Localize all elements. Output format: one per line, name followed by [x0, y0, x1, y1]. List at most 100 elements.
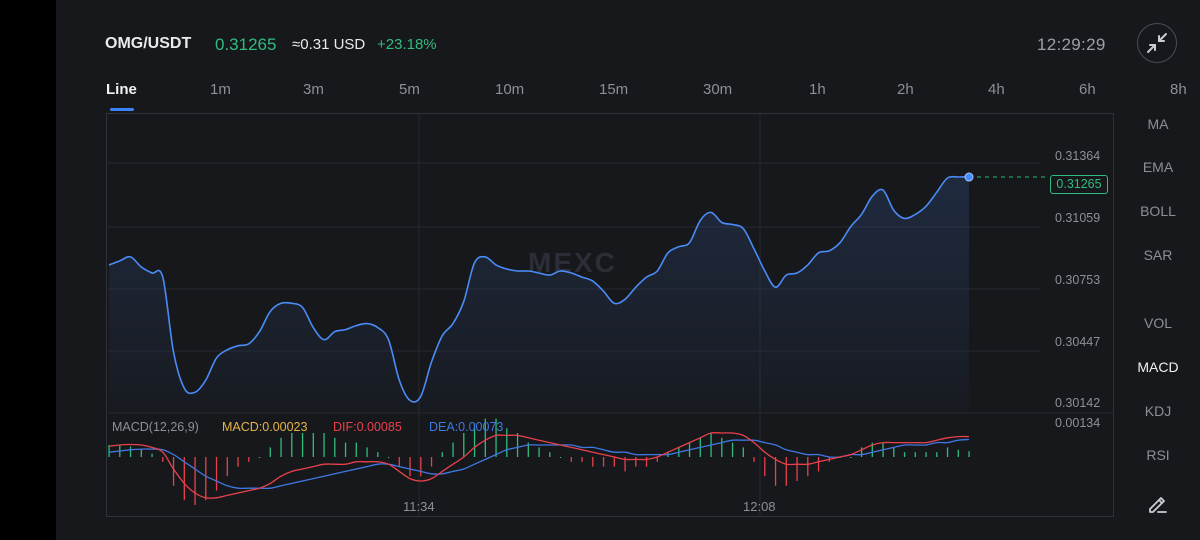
macd-histogram-bar: [387, 457, 390, 458]
collapse-button[interactable]: [1137, 23, 1177, 63]
macd-histogram-bar: [742, 447, 744, 457]
macd-histogram-bar: [151, 453, 153, 457]
macd-histogram-bar: [731, 442, 734, 457]
indicator-macd[interactable]: MACD: [1137, 359, 1179, 375]
tab-10m[interactable]: 10m: [495, 81, 525, 98]
tab-6h[interactable]: 6h: [1079, 81, 1096, 98]
indicator-ema[interactable]: EMA: [1142, 159, 1174, 175]
macd-histogram-bar: [645, 457, 648, 467]
macd-histogram-bar: [344, 442, 347, 457]
macd-histogram-bar: [172, 457, 175, 486]
macd-histogram-bar: [871, 442, 873, 457]
macd-histogram-bar: [559, 457, 562, 458]
pencil-icon: [1149, 497, 1167, 513]
price-change: +23.18%: [377, 36, 437, 53]
clock: 12:29:29: [1037, 35, 1106, 54]
indicator-boll[interactable]: BOLL: [1140, 203, 1176, 219]
macd-histogram-bar: [312, 433, 314, 457]
macd-value: MACD:0.00023: [222, 420, 308, 434]
macd-histogram-bar: [140, 448, 142, 457]
macd-histogram-bar: [753, 457, 755, 462]
macd-histogram-bar: [807, 457, 809, 477]
macd-histogram-bar: [258, 457, 261, 458]
tab-30m[interactable]: 30m: [703, 81, 733, 98]
macd-histogram-bar: [463, 433, 465, 457]
dif-line: [108, 431, 970, 499]
macd-histogram-bar: [893, 447, 895, 457]
macd-histogram-bar: [764, 457, 766, 477]
macd-histogram-bar: [162, 457, 164, 462]
tab-line[interactable]: Line: [106, 81, 137, 98]
active-tab-indicator: [110, 108, 134, 111]
last-price: 0.31265: [215, 35, 277, 54]
macd-histogram-bar: [850, 457, 852, 458]
approx-usd: ≈0.31 USD: [292, 36, 366, 53]
tab-3m[interactable]: 3m: [303, 81, 324, 98]
macd-histogram-bar: [925, 452, 927, 457]
macd-histogram-bar: [430, 457, 433, 467]
macd-histogram-bar: [936, 452, 938, 457]
tab-15m[interactable]: 15m: [599, 81, 629, 98]
macd-histogram-bar: [484, 418, 486, 457]
x-tick-label: 12:08: [743, 499, 776, 514]
macd-histogram-bar: [914, 452, 916, 457]
macd-histogram-bar: [366, 447, 368, 457]
tab-1m[interactable]: 1m: [210, 81, 231, 98]
tab-4h[interactable]: 4h: [988, 81, 1005, 98]
macd-histogram-bar: [420, 457, 422, 477]
draw-tool-button[interactable]: [1146, 492, 1170, 516]
macd-histogram-bar: [108, 445, 110, 457]
trading-pair[interactable]: OMG/USDT: [105, 35, 192, 52]
tab-5m[interactable]: 5m: [399, 81, 420, 98]
macd-max-label: 0.00134: [1055, 416, 1101, 430]
current-price-tag: 0.31265: [1050, 175, 1108, 194]
macd-histogram-bar: [280, 437, 282, 457]
macd-histogram-bar: [592, 457, 594, 467]
price-area: [109, 176, 969, 412]
macd-histogram-bar: [441, 452, 443, 457]
macd-histogram-bar: [613, 457, 615, 467]
tab-1h[interactable]: 1h: [809, 81, 826, 98]
macd-histogram-bar: [473, 423, 476, 457]
macd-histogram-bar: [785, 457, 787, 486]
macd-histogram-bar: [903, 452, 906, 457]
y-tick-label: 0.30447: [1055, 335, 1101, 349]
dif-value: DIF:0.00085: [333, 420, 402, 434]
macd-histogram-bar: [527, 442, 529, 457]
chart-area[interactable]: [106, 113, 1114, 517]
macd-histogram-bar: [183, 457, 185, 501]
indicator-ma[interactable]: MA: [1147, 116, 1169, 132]
dea-value: DEA:0.00073: [429, 420, 504, 434]
macd-histogram-bar: [334, 437, 336, 457]
macd-histogram-bar: [581, 457, 583, 462]
y-tick-label: 0.30142: [1055, 396, 1101, 410]
macd-histogram-bar: [269, 447, 271, 457]
macd-histogram-bar: [398, 457, 400, 467]
indicator-vol[interactable]: VOL: [1143, 315, 1172, 331]
indicator-kdj[interactable]: KDJ: [1144, 403, 1172, 419]
macd-histogram-bar: [248, 457, 250, 462]
dea-line: [108, 438, 970, 490]
macd-histogram-bar: [656, 457, 658, 462]
macd-histogram-bar: [323, 433, 325, 457]
macd-histogram-bar: [409, 457, 411, 477]
indicator-rsi[interactable]: RSI: [1146, 447, 1170, 463]
tab-2h[interactable]: 2h: [897, 81, 914, 98]
macd-histogram-bar: [817, 457, 820, 472]
macd-histogram-bar: [516, 433, 519, 457]
collapse-icon: [1147, 33, 1167, 53]
macd-histogram-bar: [774, 457, 777, 486]
x-tick-label: 11:34: [403, 499, 435, 514]
macd-histogram-bar: [506, 428, 508, 457]
y-tick-label: 0.31059: [1055, 211, 1101, 225]
macd-histogram-bar: [968, 451, 970, 457]
indicator-sar[interactable]: SAR: [1143, 247, 1173, 263]
macd-histogram-bar: [237, 457, 239, 467]
macd-histogram-bar: [860, 447, 863, 457]
last-price-dot: [964, 172, 974, 182]
macd-histogram-bar: [355, 442, 357, 457]
macd-histogram-bar: [538, 447, 540, 457]
chart-panel: [56, 0, 1200, 540]
tab-8h[interactable]: 8h: [1170, 81, 1187, 98]
macd-histogram-bar: [570, 457, 572, 462]
